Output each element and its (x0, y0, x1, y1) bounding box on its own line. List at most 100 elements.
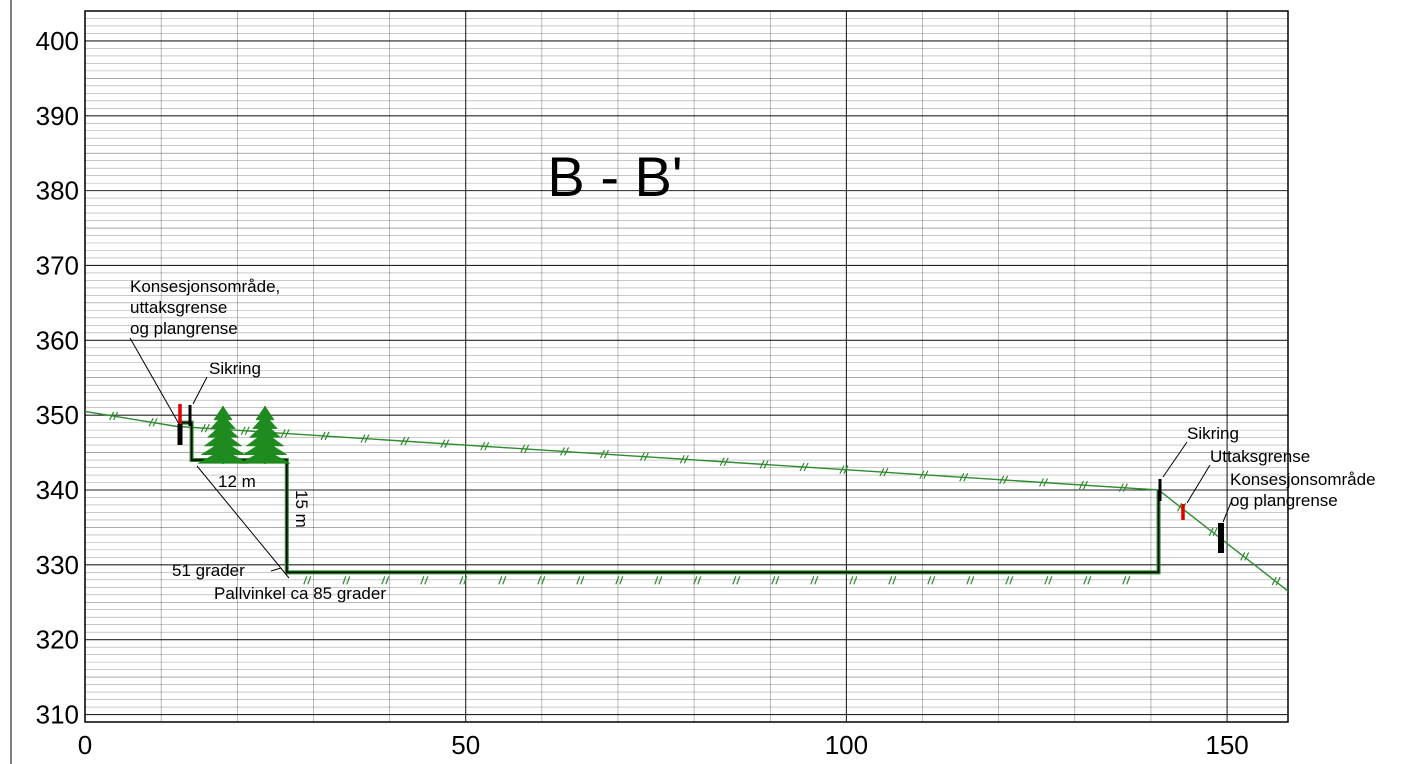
floor-hatch (541, 576, 546, 585)
terrain-hatch (480, 442, 486, 451)
terrain-hatch (280, 429, 286, 438)
terrain-hatch (1082, 480, 1089, 490)
floor-hatch (892, 576, 897, 585)
terrain-hatch (679, 454, 685, 464)
x-tick-label: 100 (825, 730, 868, 760)
right-sikring-label: Sikring (1187, 424, 1239, 443)
terrain-hatch (1039, 478, 1045, 487)
terrain-hatch (564, 447, 570, 456)
terrain-hatch (1122, 483, 1128, 492)
terrain-hatch (1003, 475, 1009, 485)
terrain-hatch (400, 436, 406, 446)
terrain-hatch (204, 423, 210, 433)
leader-left-concession (129, 337, 180, 425)
terrain-hatch (759, 460, 765, 469)
terrain-hatch (484, 442, 490, 451)
terrain-hatch (763, 460, 769, 469)
terrain-hatch (524, 444, 530, 454)
y-tick-label: 380 (36, 176, 79, 206)
terrain-hatch (999, 475, 1005, 485)
planned-profile-outline (180, 421, 1160, 574)
terrain-hatch (799, 462, 805, 472)
terrain-hatch (109, 411, 115, 421)
terrain-hatch (639, 452, 645, 461)
terrain-hatch (643, 452, 649, 461)
y-tick-label: 370 (36, 250, 79, 280)
y-axis-ticks: 400 390 380 370 360 350 340 330 320 310 (36, 26, 79, 730)
floor-hatch (1087, 576, 1092, 585)
terrain-hatch (404, 436, 410, 446)
terrain-hatch (324, 431, 330, 441)
left-sikring-label: Sikring (209, 359, 261, 378)
floor-hatch (931, 576, 936, 585)
slope-angle-line (196, 465, 290, 579)
trees (197, 405, 291, 464)
floor-hatch (303, 576, 308, 585)
terrain-hatch (1275, 576, 1281, 586)
floor-hatch (1126, 576, 1131, 585)
terrain-hatch (360, 434, 366, 443)
terrain-hatch (1043, 478, 1049, 487)
terrain-hatch (723, 457, 729, 467)
annotation-labels: Konsesjonsområde, uttaksgrense og plangr… (130, 277, 1376, 603)
section-title: B - B' (547, 145, 682, 208)
left-concession-label-line2: uttaksgrense (130, 298, 227, 317)
planned-profile-line (180, 420, 1161, 585)
right-uttaksgrense-label: Uttaksgrense (1210, 447, 1310, 466)
floor-hatch (771, 576, 776, 585)
floor-hatch (732, 576, 737, 585)
floor-hatch (498, 576, 503, 585)
floor-hatch (580, 576, 585, 585)
floor-hatch (537, 576, 542, 585)
floor-hatch (814, 576, 819, 585)
x-tick-label: 50 (451, 730, 480, 760)
y-tick-label: 360 (36, 325, 79, 355)
floor-hatch (385, 576, 390, 585)
terrain-hatch (923, 470, 929, 479)
y-tick-label: 310 (36, 700, 79, 730)
floor-hatch (1083, 576, 1088, 585)
terrain-hatch (444, 439, 450, 448)
floor-hatch (1122, 576, 1127, 585)
floor-hatch (1005, 576, 1010, 585)
x-axis-ticks: 0 50 100 150 (78, 730, 1249, 760)
floor-hatch (697, 576, 702, 585)
minor-grid (85, 10, 1288, 722)
y-tick-label: 340 (36, 475, 79, 505)
terrain-hatch (803, 462, 809, 472)
terrain-hatch (200, 423, 206, 433)
floor-hatch (966, 576, 971, 585)
floor-hatch (381, 576, 386, 585)
terrain-hatch (1244, 552, 1250, 561)
left-concession-label-line3: og plangrense (130, 319, 238, 338)
floor-hatch (927, 576, 932, 585)
boundary-markers (177, 404, 1224, 553)
terrain-hatch (284, 429, 290, 438)
left-concession-label-line1: Konsesjonsområde, (130, 277, 280, 296)
floor-hatch (576, 576, 581, 585)
leader-right-concession (1222, 499, 1233, 523)
floor-hatch (1044, 576, 1049, 585)
floor-hatch (853, 576, 858, 585)
floor-hatch (342, 576, 347, 585)
terrain-hatch (719, 457, 725, 467)
terrain-hatch (959, 473, 965, 482)
tree-icon (197, 405, 249, 464)
terrain-hatch (919, 470, 925, 479)
terrain-hatch (152, 418, 158, 427)
floor-hatch (502, 576, 507, 585)
terrain-hatch (1078, 480, 1085, 490)
floor-hatch (888, 576, 893, 585)
floor-hatch (346, 576, 351, 585)
floor-hatch (810, 576, 815, 585)
y-tick-label: 390 (36, 101, 79, 131)
right-concession-label-line2: og plangrense (1230, 491, 1338, 510)
floor-hatch (424, 576, 429, 585)
terrain-hatch (148, 418, 154, 427)
terrain-hatch (520, 444, 526, 454)
terrain-hatch (1212, 527, 1218, 537)
terrain-hatch (1271, 576, 1277, 586)
terrain-hatch (364, 434, 370, 443)
